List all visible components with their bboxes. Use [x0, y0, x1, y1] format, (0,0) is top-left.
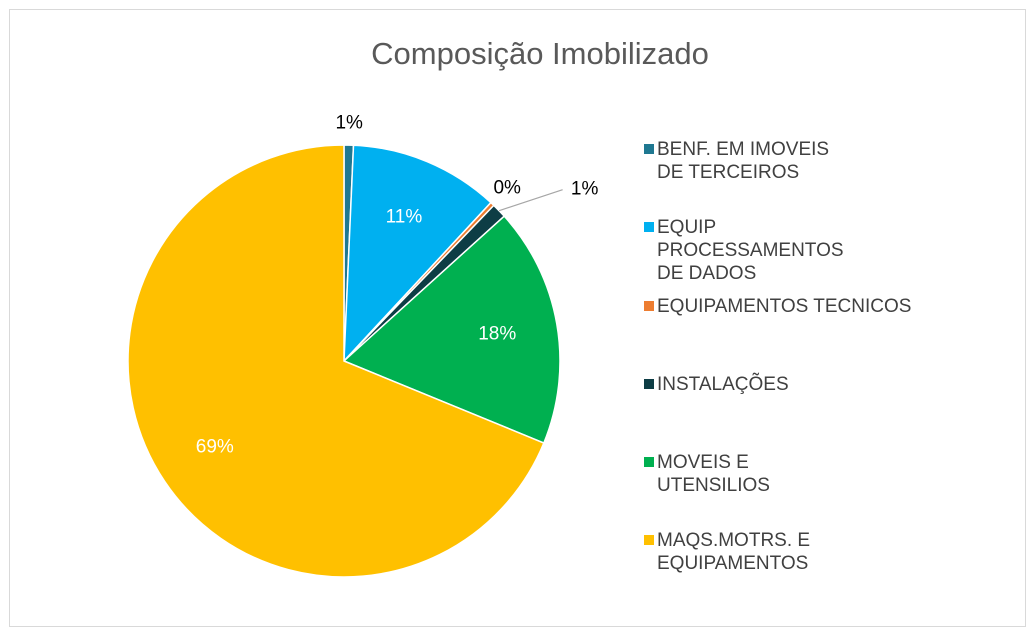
- data-label: 69%: [196, 437, 234, 458]
- pie-slice: [343, 144, 492, 364]
- legend-label: EQUIP PROCESSAMENTOS DE DADOS: [657, 217, 844, 284]
- legend-swatch: [644, 144, 654, 154]
- legend-label: MOVEIS E UTENSILIOS: [657, 452, 770, 496]
- data-label: 1%: [335, 112, 363, 133]
- data-label: 11%: [386, 207, 423, 228]
- chart-title: Composição Imobilizado: [371, 36, 709, 71]
- legend-label: MAQS.MOTRS. E EQUIPAMENTOS: [657, 530, 811, 574]
- legend-item: EQUIPAMENTOS TECNICOS: [644, 295, 1024, 318]
- legend-label: BENF. EM IMOVEIS DE TERCEIROS: [657, 139, 830, 183]
- legend-item: MOVEIS E UTENSILIOS: [644, 451, 1024, 497]
- legend-item: BENF. EM IMOVEIS DE TERCEIROS: [644, 138, 1024, 184]
- legend-swatch: [644, 535, 654, 545]
- legend-swatch: [644, 379, 654, 389]
- legend-item: MAQS.MOTRS. E EQUIPAMENTOS: [644, 529, 1024, 575]
- legend-swatch: [644, 301, 654, 311]
- legend-item: INSTALAÇÕES: [644, 373, 1024, 396]
- legend-label: INSTALAÇÕES: [657, 374, 789, 395]
- data-label: 0%: [493, 177, 521, 198]
- data-label: 18%: [478, 323, 516, 344]
- legend-swatch: [644, 457, 654, 467]
- data-label: 1%: [571, 179, 599, 200]
- pie-slice: [342, 215, 561, 445]
- legend-swatch: [644, 222, 654, 232]
- leader-line: [498, 189, 563, 212]
- legend-item: EQUIP PROCESSAMENTOS DE DADOS: [644, 216, 1024, 285]
- pie-slice: [127, 144, 545, 578]
- legend-label: EQUIPAMENTOS TECNICOS: [657, 296, 912, 317]
